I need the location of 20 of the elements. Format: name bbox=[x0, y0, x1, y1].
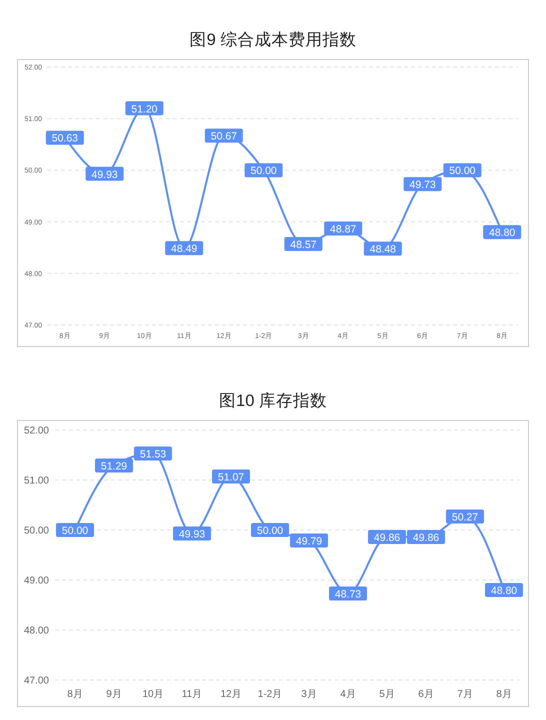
x-tick-label: 5月 bbox=[379, 689, 395, 700]
chart-title: 图10 库存指数 bbox=[219, 391, 327, 410]
y-tick-label: 50.00 bbox=[24, 526, 50, 536]
x-tick-label: 8月 bbox=[67, 689, 83, 700]
chart-title: 图9 综合成本费用指数 bbox=[190, 30, 356, 49]
x-tick-label: 10月 bbox=[142, 689, 164, 700]
x-tick-label: 11月 bbox=[182, 689, 202, 700]
x-tick-label: 9月 bbox=[106, 689, 122, 700]
y-tick-label: 49.00 bbox=[24, 576, 50, 586]
y-tick-label: 52.00 bbox=[24, 426, 50, 436]
x-tick-label: 1-2月 bbox=[258, 689, 282, 700]
y-tick-label: 47.00 bbox=[24, 676, 50, 686]
x-tick-label: 6月 bbox=[418, 689, 434, 700]
x-tick-label: 4月 bbox=[340, 689, 356, 700]
x-tick-label: 12月 bbox=[220, 689, 242, 700]
x-tick-label: 7月 bbox=[457, 689, 473, 700]
x-tick-label: 3月 bbox=[301, 689, 317, 700]
x-tick-label: 8月 bbox=[496, 689, 512, 700]
y-tick-label: 51.00 bbox=[24, 476, 50, 486]
y-tick-label: 48.00 bbox=[24, 626, 50, 636]
